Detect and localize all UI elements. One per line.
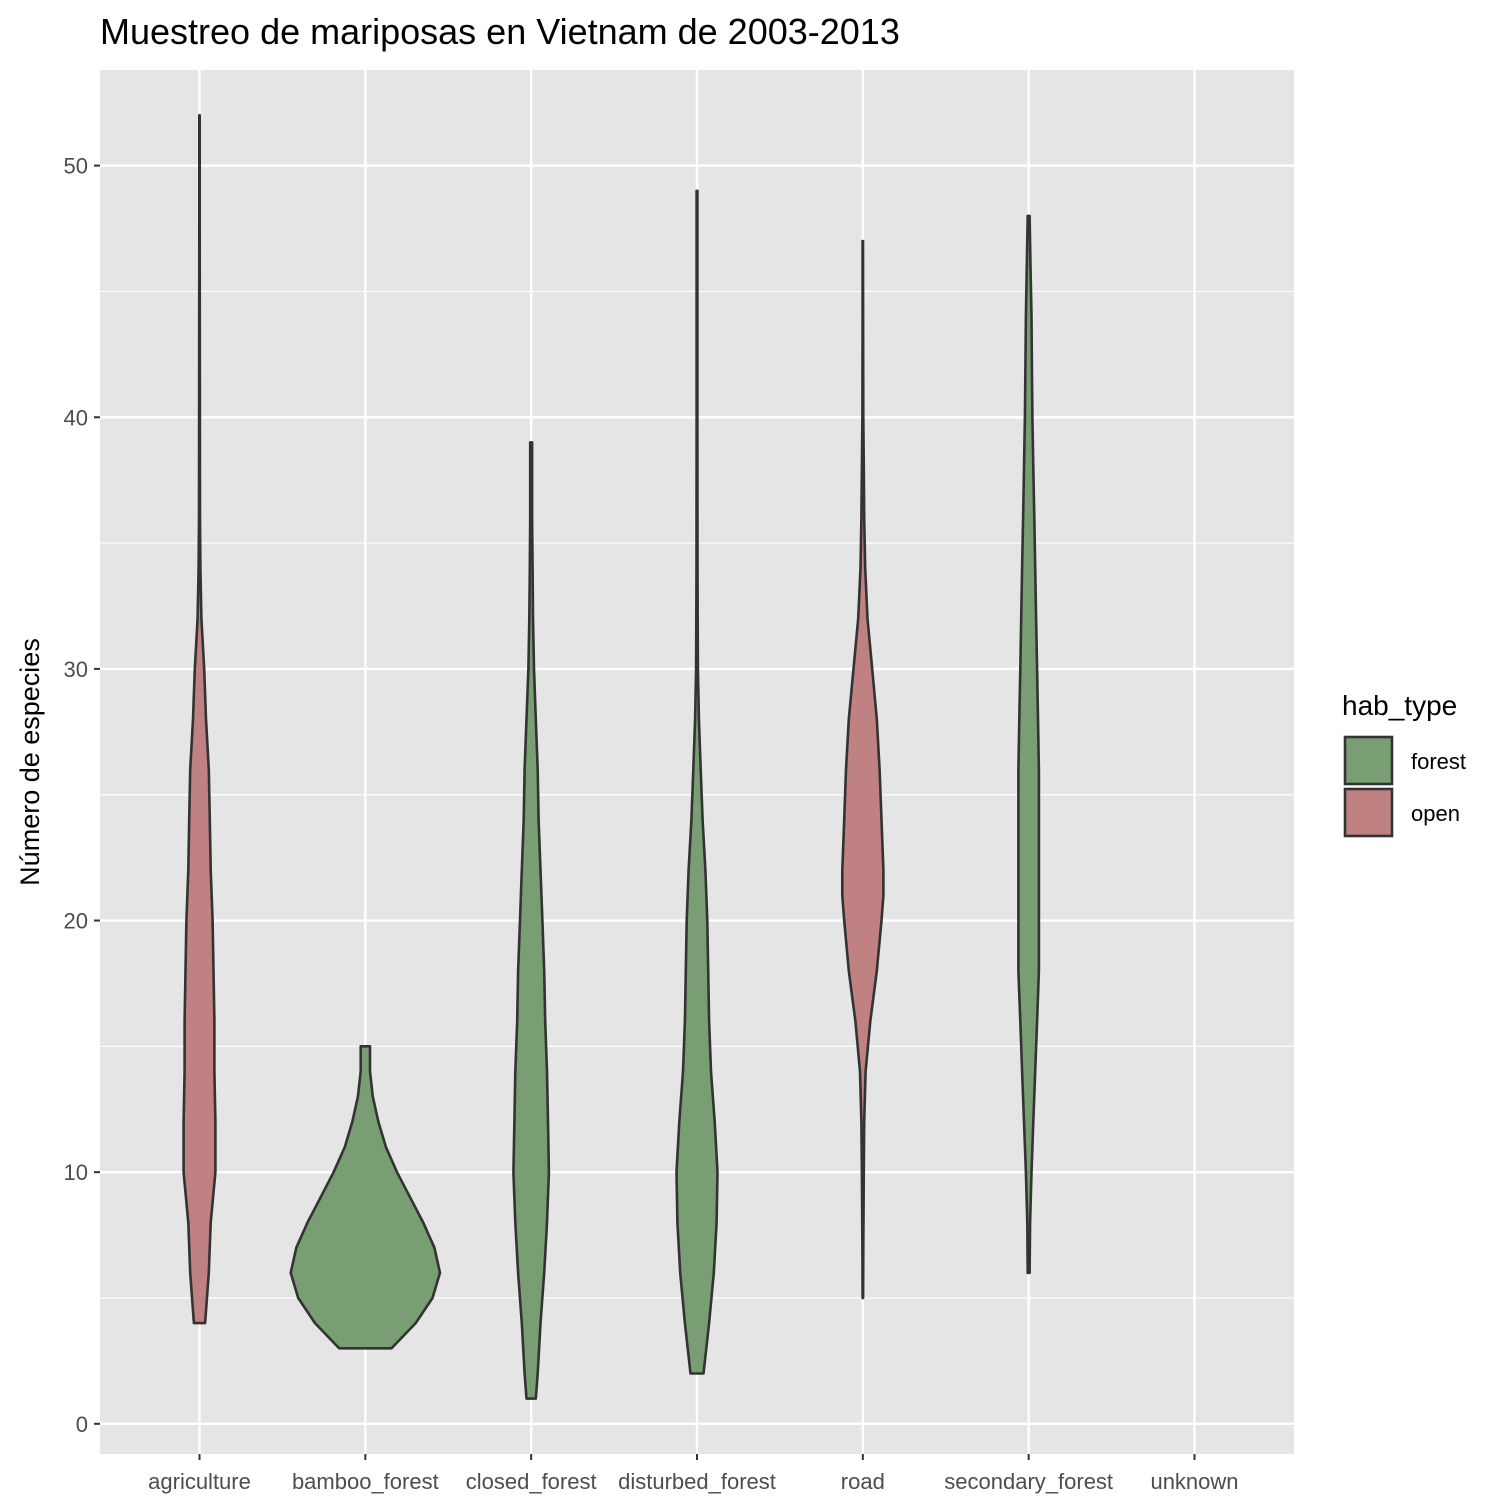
legend-key-open xyxy=(1343,787,1394,838)
legend: hab_type forest open xyxy=(1342,690,1466,838)
x-tick-label-unknown: unknown xyxy=(1150,1469,1238,1494)
y-tick-label: 10 xyxy=(64,1160,88,1185)
chart-title: Muestreo de mariposas en Vietnam de 2003… xyxy=(100,11,900,52)
violin-closed_forest xyxy=(512,441,551,1400)
legend-label-forest: forest xyxy=(1411,749,1466,774)
y-tick-label: 50 xyxy=(64,154,88,179)
axes: 0 10 20 30 40 50 agriculture bamboo_forest close… xyxy=(64,154,1239,1494)
violin-bamboo_forest xyxy=(289,1045,442,1350)
legend-title: hab_type xyxy=(1342,690,1457,721)
violin-secondary_forest xyxy=(1017,214,1041,1275)
x-tick-label-disturbed_forest: disturbed_forest xyxy=(618,1469,776,1494)
x-tick-label-closed_forest: closed_forest xyxy=(466,1469,597,1494)
violin-agriculture xyxy=(182,114,217,1325)
x-tick-label-road: road xyxy=(841,1469,885,1494)
y-axis-title: Número de especies xyxy=(15,638,45,886)
y-tick-label: 0 xyxy=(76,1412,88,1437)
violin-road xyxy=(841,239,885,1300)
legend-label-open: open xyxy=(1411,801,1460,826)
violin-disturbed_forest xyxy=(675,189,719,1375)
y-tick-label: 40 xyxy=(64,405,88,430)
legend-key-forest xyxy=(1343,735,1394,786)
violins xyxy=(182,114,1041,1400)
x-tick-label-secondary_forest: secondary_forest xyxy=(944,1469,1113,1494)
x-tick-label-agriculture: agriculture xyxy=(148,1469,251,1494)
y-tick-label: 20 xyxy=(64,909,88,934)
x-tick-label-bamboo_forest: bamboo_forest xyxy=(292,1469,439,1494)
y-tick-label: 30 xyxy=(64,657,88,682)
